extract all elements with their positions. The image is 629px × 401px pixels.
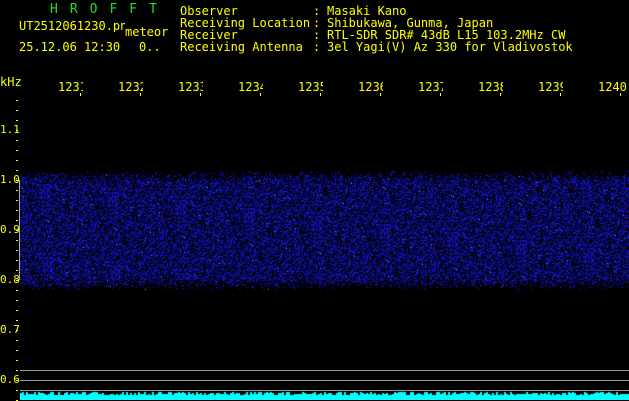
y-tick bbox=[16, 110, 18, 111]
y-tick bbox=[16, 100, 18, 101]
y-tick bbox=[16, 300, 18, 301]
info-label: Receiver bbox=[180, 28, 238, 42]
mode-label: meteor bbox=[125, 25, 169, 39]
info-colon: : bbox=[313, 16, 321, 30]
info-label: Observer bbox=[180, 4, 238, 18]
y-tick-label: 0.6 bbox=[0, 373, 20, 386]
x-tick bbox=[80, 93, 81, 96]
filename: UT2512061230.png bbox=[19, 20, 125, 32]
info-label: Receiving Location bbox=[180, 16, 311, 30]
x-tick-label: 1237 bbox=[418, 81, 443, 93]
y-tick-label: 0.9 bbox=[0, 223, 20, 236]
y-tick bbox=[16, 370, 18, 371]
y-tick-label: 0.8 bbox=[0, 273, 20, 286]
y-tick bbox=[16, 210, 18, 211]
info-label: Receiving Antenna bbox=[180, 40, 303, 54]
x-tick bbox=[380, 93, 381, 96]
info-colon: : bbox=[313, 40, 321, 54]
y-tick bbox=[16, 120, 18, 121]
info-value: Masaki Kano bbox=[327, 4, 407, 18]
x-tick-label: 1239 bbox=[538, 81, 563, 93]
datetime: 25.12.06 12:30 bbox=[19, 40, 121, 54]
grid-line bbox=[20, 380, 629, 381]
x-tick bbox=[200, 93, 201, 96]
y-tick bbox=[16, 350, 18, 351]
y-tick bbox=[16, 230, 18, 231]
x-tick-label: 1240 bbox=[598, 81, 627, 93]
y-tick bbox=[16, 360, 18, 361]
y-tick bbox=[16, 280, 18, 281]
x-tick-label: 1232 bbox=[118, 81, 143, 93]
y-tick bbox=[16, 320, 18, 321]
y-tick-label: 0.7 bbox=[0, 323, 20, 336]
y-tick bbox=[16, 150, 18, 151]
x-tick bbox=[620, 93, 621, 96]
y-tick bbox=[16, 340, 18, 341]
info-colon: : bbox=[313, 4, 321, 18]
y-tick bbox=[16, 240, 18, 241]
x-tick bbox=[140, 93, 141, 96]
x-tick-label: 1234 bbox=[238, 81, 263, 93]
y-tick-label: 1.0 bbox=[0, 173, 20, 186]
y-tick bbox=[16, 260, 18, 261]
y-tick bbox=[16, 310, 18, 311]
x-tick bbox=[440, 93, 441, 96]
info-value: Shibukawa, Gunma, Japan bbox=[327, 16, 494, 30]
y-tick bbox=[16, 270, 18, 271]
x-tick bbox=[320, 93, 321, 96]
x-tick-label: 1233 bbox=[178, 81, 203, 93]
x-tick bbox=[260, 93, 261, 96]
waterfall-spectrogram bbox=[20, 100, 629, 400]
x-tick-label: 1235 bbox=[298, 81, 323, 93]
unit-label: kHz bbox=[0, 75, 22, 89]
y-tick bbox=[16, 380, 18, 381]
counter: 0.. bbox=[139, 40, 161, 54]
app-title: HROFFT bbox=[50, 2, 169, 17]
y-tick bbox=[16, 390, 18, 391]
y-tick bbox=[16, 200, 18, 201]
info-value: 3el Yagi(V) Az 330 for Vladivostok bbox=[327, 40, 573, 54]
x-tick bbox=[500, 93, 501, 96]
info-colon: : bbox=[313, 28, 321, 42]
grid-line bbox=[20, 390, 629, 391]
grid-line bbox=[20, 370, 629, 371]
y-tick bbox=[16, 330, 18, 331]
y-tick bbox=[16, 130, 18, 131]
y-tick bbox=[16, 190, 18, 191]
x-tick bbox=[560, 93, 561, 96]
y-tick bbox=[16, 290, 18, 291]
y-tick bbox=[16, 180, 18, 181]
x-tick-label: 1236 bbox=[358, 81, 383, 93]
y-tick bbox=[16, 220, 18, 221]
x-tick-label: 1238 bbox=[478, 81, 503, 93]
info-value: RTL-SDR SDR# 43dB L15 103.2MHz CW bbox=[327, 28, 566, 42]
y-tick bbox=[16, 140, 18, 141]
y-tick bbox=[16, 250, 18, 251]
y-tick bbox=[16, 160, 18, 161]
y-tick bbox=[16, 170, 18, 171]
y-tick-label: 1.1 bbox=[0, 123, 20, 136]
band-marker bbox=[19, 180, 20, 280]
